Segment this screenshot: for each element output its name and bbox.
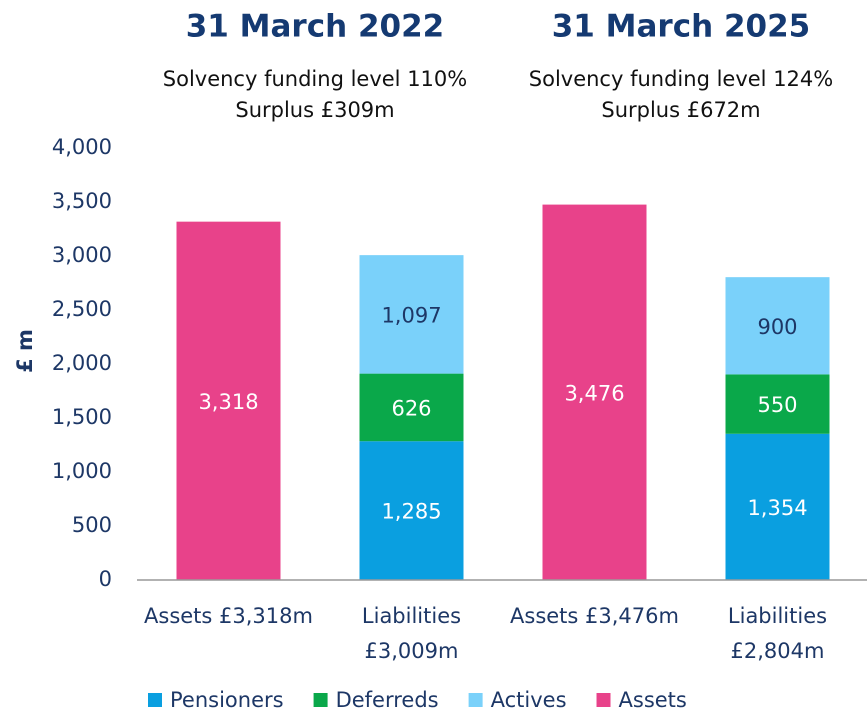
- x-tick-label: £3,009m: [365, 639, 459, 663]
- legend-label: Assets: [619, 688, 687, 712]
- y-axis-label: £ m: [13, 329, 37, 373]
- data-label: 3,476: [564, 381, 624, 405]
- y-tick-label: 1,500: [52, 405, 112, 429]
- y-tick-label: 3,500: [52, 189, 112, 213]
- legend-label: Deferreds: [336, 688, 439, 712]
- y-tick-label: 0: [99, 567, 112, 591]
- data-label: 1,354: [747, 496, 807, 520]
- group-title: 31 March 2022: [186, 9, 445, 45]
- y-tick-label: 3,000: [52, 243, 112, 267]
- y-tick-label: 4,000: [52, 135, 112, 159]
- data-label: 1,097: [381, 303, 441, 327]
- bar-segment: [359, 441, 464, 580]
- bar-segment: [725, 374, 830, 434]
- legend-label: Actives: [491, 688, 567, 712]
- data-label: 900: [757, 315, 797, 339]
- data-label: 3,318: [198, 390, 258, 414]
- x-tick-label: Liabilities: [728, 604, 827, 628]
- legend-swatch: [468, 693, 483, 707]
- x-tick-label: Liabilities: [362, 604, 461, 628]
- group-note: Surplus £672m: [601, 98, 760, 122]
- bar-segment: [542, 204, 647, 581]
- data-label: 1,285: [381, 500, 441, 524]
- x-tick-label: Assets £3,318m: [144, 604, 313, 628]
- legend-swatch: [596, 693, 611, 707]
- y-tick-label: 2,500: [52, 297, 112, 321]
- y-tick-label: 500: [72, 513, 112, 537]
- y-tick-label: 1,000: [52, 459, 112, 483]
- legend-swatch: [148, 693, 162, 707]
- group-title: 31 March 2025: [552, 9, 811, 45]
- legend-label: Pensioners: [170, 688, 284, 712]
- group-note: Surplus £309m: [235, 98, 394, 122]
- bar-segment: [725, 433, 830, 580]
- legend-swatch: [313, 693, 328, 707]
- bar-segment: [176, 221, 281, 580]
- data-label: 550: [757, 393, 797, 417]
- group-note: Solvency funding level 124%: [529, 67, 833, 91]
- bar-segment: [725, 277, 830, 375]
- bar-segment: [359, 373, 464, 442]
- x-tick-label: Assets £3,476m: [510, 604, 679, 628]
- bar-segment: [359, 255, 464, 374]
- data-label: 626: [391, 396, 431, 420]
- group-note: Solvency funding level 110%: [163, 67, 467, 91]
- y-tick-label: 2,000: [52, 351, 112, 375]
- x-tick-label: £2,804m: [731, 639, 825, 663]
